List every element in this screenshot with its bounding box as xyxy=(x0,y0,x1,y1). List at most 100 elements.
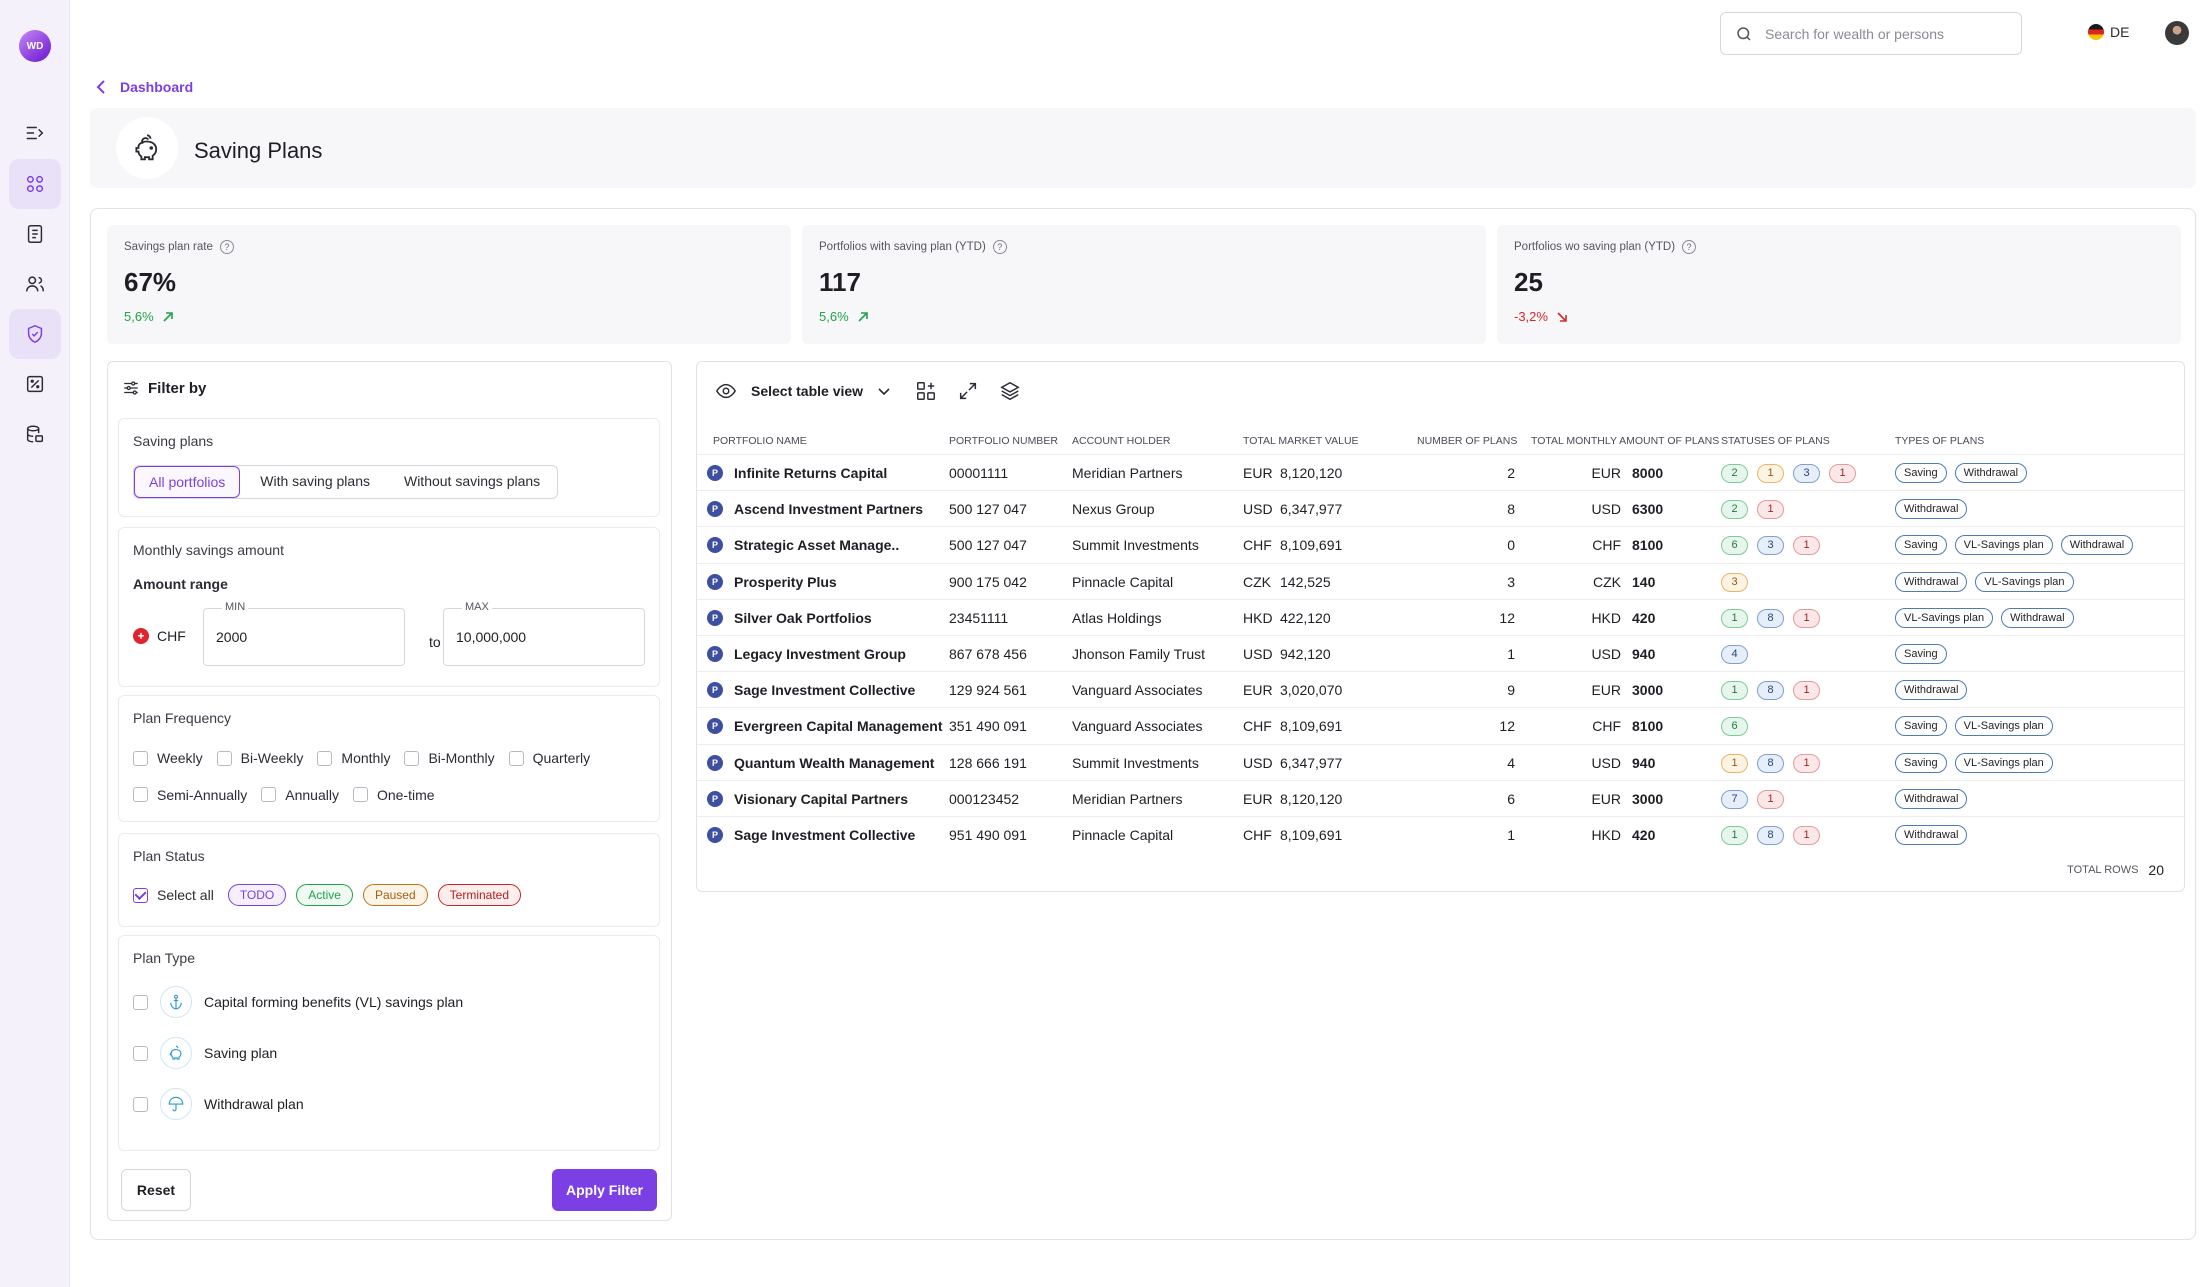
breadcrumb[interactable]: Dashboard xyxy=(96,79,193,95)
breadcrumb-dashboard[interactable]: Dashboard xyxy=(120,79,194,95)
cell-portfolio-name[interactable]: Evergreen Capital Management xyxy=(734,718,943,735)
status-select-all[interactable]: Select all xyxy=(133,887,214,903)
freq-bi-weekly[interactable]: Bi-Weekly xyxy=(216,750,303,766)
max-amount-field[interactable]: MAX 10,000,000 xyxy=(443,601,645,666)
toggle-with-saving-plans[interactable]: With saving plans xyxy=(260,473,370,489)
col-portfolio-number[interactable]: PORTFOLIO NUMBER xyxy=(949,435,1058,447)
search-input[interactable] xyxy=(1765,25,2005,42)
checkbox-checked[interactable] xyxy=(133,887,148,903)
table-row[interactable]: P Strategic Asset Manage.. 500 127 047 Summ… xyxy=(697,526,2186,562)
currency-label: CHF xyxy=(157,628,186,644)
freq-monthly[interactable]: Monthly xyxy=(317,750,390,766)
chevron-left-icon xyxy=(96,80,105,94)
cell-portfolio-name[interactable]: Sage Investment Collective xyxy=(734,682,916,699)
freq-weekly[interactable]: Weekly xyxy=(133,750,203,766)
table-row[interactable]: P Sage Investment Collective 129 924 561 Va… xyxy=(697,671,2186,707)
checkbox[interactable] xyxy=(352,787,368,802)
nav-percent-icon[interactable] xyxy=(9,359,61,409)
layers-icon[interactable] xyxy=(999,380,1021,402)
cell-amount-currency: HKD xyxy=(1591,609,1621,626)
kpi-change: -3,2% xyxy=(1514,309,1548,324)
help-icon[interactable]: ? xyxy=(992,240,1007,254)
table-row[interactable]: P Visionary Capital Partners 000123452 Meri… xyxy=(697,779,2186,816)
col-portfolio-name[interactable]: PORTFOLIO NAME xyxy=(713,435,807,447)
plan-type-saving[interactable]: Saving plan xyxy=(133,1037,645,1069)
checkbox[interactable] xyxy=(133,1096,148,1112)
table-view-selector[interactable]: Select table view xyxy=(715,380,891,402)
cell-portfolio-name[interactable]: Infinite Returns Capital xyxy=(734,465,888,481)
table-row[interactable]: P Sage Investment Collective 951 490 091 Pi… xyxy=(697,816,2186,852)
table-row[interactable]: P Infinite Returns Capital 00001111 Meridia… xyxy=(697,454,2186,490)
status-pill-terminated[interactable]: Terminated xyxy=(437,884,522,906)
col-statuses-of-plans[interactable]: STATUSES OF PLANS xyxy=(1721,435,1830,447)
status-pill-paused[interactable]: Paused xyxy=(362,884,428,906)
section-title: Plan Frequency xyxy=(133,710,232,726)
freq-semi-annually[interactable]: Semi-Annually xyxy=(133,787,247,803)
anchor-icon xyxy=(160,986,192,1018)
col-account-holder[interactable]: ACCOUNT HOLDER xyxy=(1072,435,1171,447)
min-amount-field[interactable]: MIN 2000 xyxy=(203,601,405,666)
table-row[interactable]: P Quantum Wealth Management 128 666 191 Sum… xyxy=(697,743,2186,780)
nav-documents-icon[interactable] xyxy=(9,209,61,259)
checkbox-label: Quarterly xyxy=(532,750,591,766)
cell-portfolio-name[interactable]: Quantum Wealth Management xyxy=(734,754,935,771)
cell-portfolio-name[interactable]: Silver Oak Portfolios xyxy=(734,609,872,626)
col-total-market-value[interactable]: TOTAL MARKET VALUE xyxy=(1243,435,1359,447)
status-pill-active[interactable]: Active xyxy=(296,884,353,906)
user-avatar[interactable] xyxy=(2165,21,2189,45)
toggle-without-saving-plans[interactable]: Without savings plans xyxy=(403,473,541,489)
checkbox[interactable] xyxy=(317,750,333,766)
app-logo[interactable]: WD xyxy=(19,30,51,62)
reset-button[interactable]: Reset xyxy=(121,1169,191,1211)
cell-portfolio-name[interactable]: Strategic Asset Manage.. xyxy=(734,537,900,554)
global-search[interactable] xyxy=(1720,12,2022,55)
cell-portfolio-number: 351 490 091 xyxy=(949,718,1027,735)
table-row[interactable]: P Ascend Investment Partners 500 127 047 Ne… xyxy=(697,490,2186,526)
freq-annually[interactable]: Annually xyxy=(261,787,339,803)
checkbox[interactable] xyxy=(133,1045,148,1061)
cell-amount-currency: HKD xyxy=(1591,827,1621,843)
cell-market-value-currency: EUR xyxy=(1243,790,1273,807)
table-row[interactable]: P Silver Oak Portfolios 23451111 Atlas Hold… xyxy=(697,598,2186,635)
checkbox[interactable] xyxy=(508,750,524,766)
cell-portfolio-name[interactable]: Sage Investment Collective xyxy=(734,827,916,843)
add-widget-icon[interactable] xyxy=(915,380,937,402)
cell-portfolio-name[interactable]: Legacy Investment Group xyxy=(734,646,906,662)
col-number-of-plans[interactable]: NUMBER OF PLANS xyxy=(1417,435,1518,447)
checkbox[interactable] xyxy=(133,750,148,766)
cell-portfolio-name[interactable]: Prosperity Plus xyxy=(734,573,837,590)
cell-portfolio-name[interactable]: Visionary Capital Partners xyxy=(734,790,909,807)
checkbox[interactable] xyxy=(133,994,148,1010)
table-row[interactable]: P Legacy Investment Group 867 678 456 Jhons… xyxy=(697,635,2186,671)
checkbox[interactable] xyxy=(216,750,232,766)
nav-dashboard-icon[interactable] xyxy=(9,159,61,209)
cell-market-value-currency: CHF xyxy=(1243,718,1272,735)
freq-bi-monthly[interactable]: Bi-Monthly xyxy=(404,750,495,766)
currency-selector[interactable]: + CHF xyxy=(133,628,186,644)
plan-type-withdrawal[interactable]: Withdrawal plan xyxy=(133,1088,645,1120)
table-row[interactable]: P Evergreen Capital Management 351 490 091… xyxy=(697,707,2186,743)
nav-users-icon[interactable] xyxy=(9,259,61,309)
plan-type-vl[interactable]: Capital forming benefits (VL) savings pl… xyxy=(133,986,645,1018)
cell-portfolio-name[interactable]: Ascend Investment Partners xyxy=(734,501,924,518)
col-total-monthly-amount[interactable]: TOTAL MONTHLY AMOUNT OF PLANS xyxy=(1531,435,1720,447)
language-switch[interactable]: DE xyxy=(2088,24,2129,40)
nav-database-icon[interactable] xyxy=(9,409,61,459)
checkbox[interactable] xyxy=(404,750,420,766)
freq-quarterly[interactable]: Quarterly xyxy=(508,750,591,766)
freq-one-time[interactable]: One-time xyxy=(352,787,435,803)
checkbox[interactable] xyxy=(261,787,277,802)
plan-type-tag: Saving xyxy=(1895,535,1947,556)
apply-filter-button[interactable]: Apply Filter xyxy=(552,1169,657,1211)
expand-icon[interactable] xyxy=(957,380,979,402)
help-icon[interactable]: ? xyxy=(1682,240,1697,254)
toggle-all-portfolios[interactable]: All portfolios xyxy=(134,466,241,498)
status-pill-todo[interactable]: TODO xyxy=(227,884,287,906)
col-types-of-plans[interactable]: TYPES OF PLANS xyxy=(1895,435,1985,447)
checkbox[interactable] xyxy=(133,787,148,802)
nav-shield-icon[interactable] xyxy=(9,309,61,359)
cell-market-value: 8,120,120 xyxy=(1280,465,1343,481)
expand-menu-icon[interactable] xyxy=(9,108,61,158)
table-row[interactable]: P Prosperity Plus 900 175 042 Pinnacle Capi… xyxy=(697,562,2186,599)
help-icon[interactable]: ? xyxy=(219,240,234,254)
